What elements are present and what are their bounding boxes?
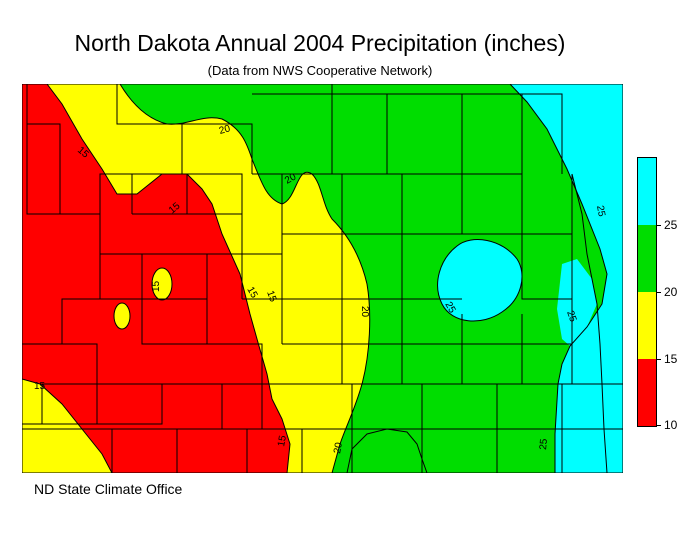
contour-label: 20	[283, 171, 299, 186]
credit-text: ND State Climate Office	[34, 481, 183, 497]
zone-15-20-southwest	[22, 379, 112, 473]
contour-label: 25	[564, 309, 578, 324]
contour-label: 25	[442, 300, 457, 316]
legend-label-10: 10	[664, 418, 678, 432]
map-subtitle: (Data from NWS Cooperative Network)	[207, 63, 433, 78]
legend-label-20: 20	[664, 285, 678, 299]
zone-25-plus-blob	[437, 239, 522, 322]
contour-label: 15	[276, 434, 289, 447]
legend-tick	[656, 225, 661, 226]
contour-label: 25	[538, 438, 550, 450]
color-legend: 25 20 15 10	[637, 157, 677, 432]
county-boundaries	[22, 84, 623, 473]
contour-label: 15	[244, 285, 259, 301]
legend-label-15: 15	[664, 352, 678, 366]
zone-25-plus-bulge	[557, 259, 597, 346]
contour-label: 15	[264, 289, 278, 304]
legend-tick	[656, 359, 661, 360]
contour-label: 15	[34, 381, 46, 392]
legend-tick	[656, 292, 661, 293]
map-title: North Dakota Annual 2004 Precipitation (…	[74, 30, 566, 56]
legend-tick	[656, 425, 661, 426]
zone-15-20	[22, 84, 370, 473]
contour-lines	[22, 84, 608, 473]
zone-25-plus-east	[510, 84, 623, 473]
contour-label: 15	[151, 280, 162, 292]
zone-15-20-island-south	[113, 302, 131, 330]
zone-15-20-lobe	[262, 313, 282, 360]
legend-band-25-plus	[638, 158, 656, 225]
contour-label: 20	[218, 123, 232, 137]
precipitation-map: 15 15 20 20 15 15 15 20 25 25 25 15 15 2…	[22, 84, 623, 473]
legend-band-15-20	[638, 292, 656, 359]
legend-band-10-15	[638, 359, 656, 426]
zone-20-25-bump	[347, 429, 427, 473]
contour-label: 25	[594, 205, 607, 218]
legend-label-25: 25	[664, 218, 678, 232]
contour-label: 20	[332, 441, 345, 454]
legend-band-20-25	[638, 225, 656, 292]
zone-15-20-island-north	[151, 267, 173, 301]
contour-label: 20	[359, 306, 370, 318]
